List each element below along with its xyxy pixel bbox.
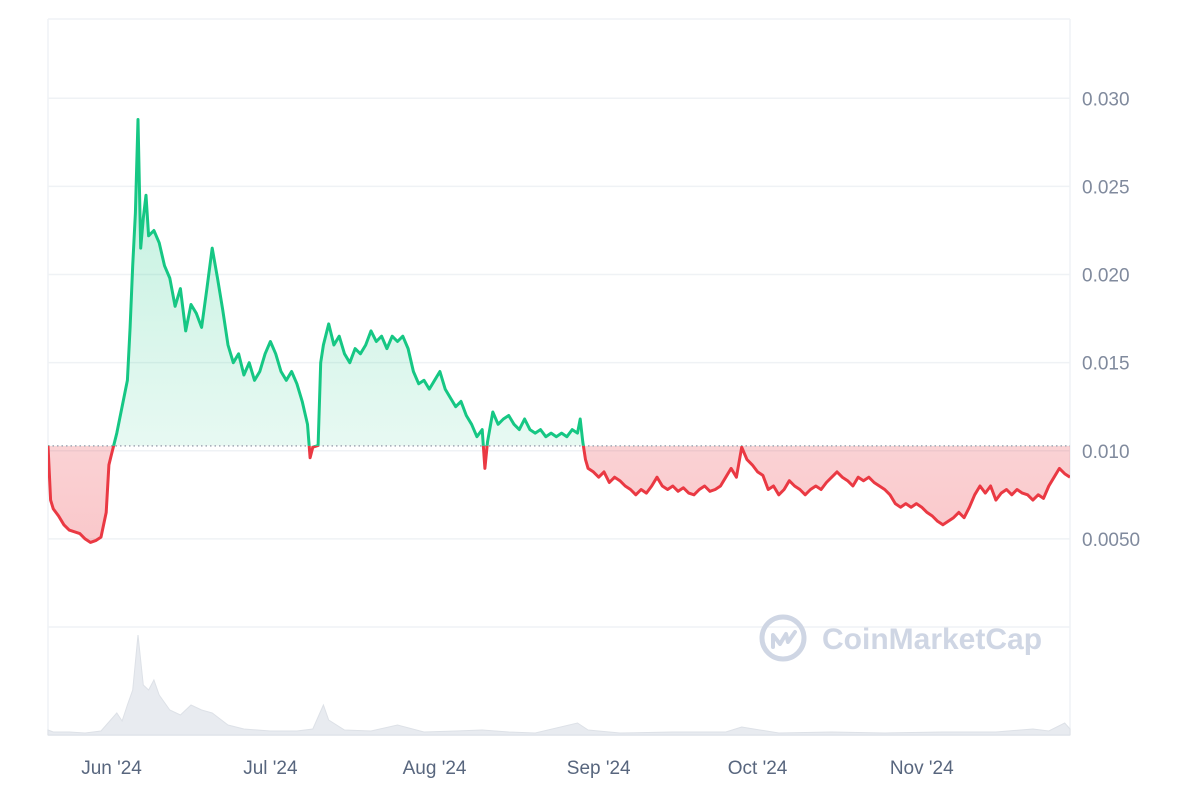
x-tick-label: Sep '24 [567, 758, 631, 779]
watermark: CoinMarketCap [759, 614, 1042, 662]
x-tick-label: Aug '24 [403, 758, 467, 779]
watermark-text: CoinMarketCap [822, 623, 1042, 656]
y-tick-label: 0.020 [1082, 266, 1130, 287]
price-line [48, 118, 1070, 544]
y-tick-label: 0.025 [1082, 177, 1130, 198]
price-area [48, 119, 1070, 543]
y-axis: 0.0050 0.010 0.015 0.020 0.025 0.030 [1082, 89, 1140, 551]
x-tick-label: Nov '24 [890, 758, 954, 779]
volume-series [47, 634, 1071, 736]
area-fill-above [48, 119, 1070, 446]
price-line-below [48, 445, 1070, 544]
y-tick-label: 0.0050 [1082, 530, 1140, 551]
price-line-above [48, 118, 743, 446]
x-tick-label: Jul '24 [243, 758, 298, 779]
x-tick-label: Jun '24 [81, 758, 142, 779]
x-tick-label: Oct '24 [728, 758, 788, 779]
coinmarketcap-logo-icon [759, 614, 807, 662]
volume-area [47, 634, 1071, 736]
y-tick-label: 0.010 [1082, 442, 1130, 463]
x-axis: Jun '24 Jul '24 Aug '24 Sep '24 Oct '24 Nov '… [81, 758, 954, 779]
y-tick-label: 0.030 [1082, 89, 1130, 110]
y-tick-label: 0.015 [1082, 354, 1130, 375]
area-fill-below [48, 445, 1070, 543]
